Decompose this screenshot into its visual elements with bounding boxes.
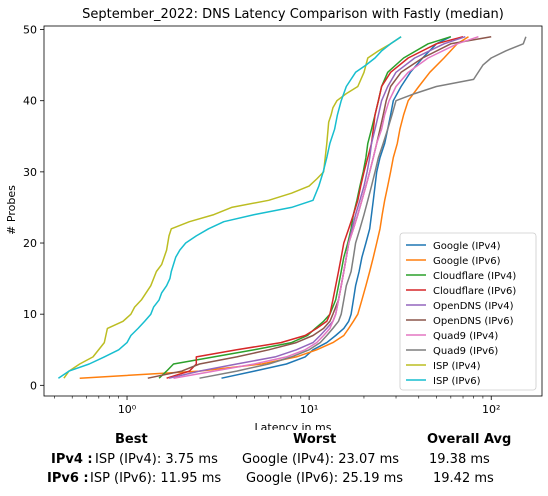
legend-label-8: ISP (IPv4)	[433, 361, 481, 372]
ipv4-worst-value: Google (IPv4): 23.07 ms	[242, 452, 400, 467]
y-tick-label: 40	[23, 95, 37, 108]
series-line-0	[221, 36, 452, 379]
legend-label-5: OpenDNS (IPv6)	[433, 316, 514, 327]
series-line-6	[173, 35, 479, 379]
legend-label-3: Cloudflare (IPv6)	[433, 286, 516, 297]
y-tick-label: 50	[23, 24, 37, 37]
series-line-3	[166, 35, 464, 379]
y-tick-label: 20	[23, 237, 37, 250]
worst-header: Worst	[293, 432, 337, 447]
y-tick-label: 30	[23, 166, 37, 179]
plot-lines	[57, 35, 527, 379]
legend-box	[399, 232, 537, 391]
legend-label-9: ISP (IPv6)	[433, 376, 481, 387]
series-line-9	[57, 36, 402, 379]
legend-label-6: Quad9 (IPv4)	[433, 331, 498, 342]
axes: 0 10 20 30 40 50 10⁰ 10¹ 10²	[23, 24, 543, 416]
y-tick-label: 10	[23, 308, 37, 321]
chart-title: September_2022: DNS Latency Comparison w…	[82, 7, 504, 22]
series-line-8	[63, 36, 402, 379]
ipv6-worst-value: Google (IPv6): 25.19 ms	[246, 471, 404, 486]
avg-header: Overall Avg	[427, 432, 512, 447]
series-line-1	[79, 36, 469, 379]
x-tick-label: 10²	[482, 403, 500, 416]
ipv4-best-value: ISP (IPv4): 3.75 ms	[95, 452, 218, 467]
ipv4-avg-value: 19.38 ms	[429, 452, 490, 467]
y-axis-label: # Probes	[5, 185, 18, 235]
best-header: Best	[115, 432, 148, 447]
legend-label-2: Cloudflare (IPv4)	[433, 271, 516, 282]
legend-label-0: Google (IPv4)	[433, 241, 501, 252]
legend: Google (IPv4) Google (IPv6) Cloudflare (IP…	[399, 232, 537, 391]
ipv4-row-label: IPv4 :	[51, 452, 93, 467]
x-axis-label: Latency in ms	[255, 421, 332, 430]
x-tick-label: 10¹	[300, 403, 318, 416]
series-line-7	[199, 36, 527, 379]
legend-label-7: Quad9 (IPv6)	[433, 346, 498, 357]
legend-label-1: Google (IPv6)	[433, 256, 501, 267]
legend-label-4: OpenDNS (IPv4)	[433, 301, 514, 312]
ipv6-row-label: IPv6 :	[47, 471, 89, 486]
ipv6-avg-value: 19.42 ms	[433, 471, 494, 486]
y-tick-label: 0	[30, 379, 37, 392]
x-tick-label: 10⁰	[118, 403, 137, 416]
plot-frame	[43, 25, 543, 397]
ipv6-best-value: ISP (IPv6): 11.95 ms	[90, 471, 222, 486]
latency-chart: September_2022: DNS Latency Comparison w…	[5, 7, 543, 430]
